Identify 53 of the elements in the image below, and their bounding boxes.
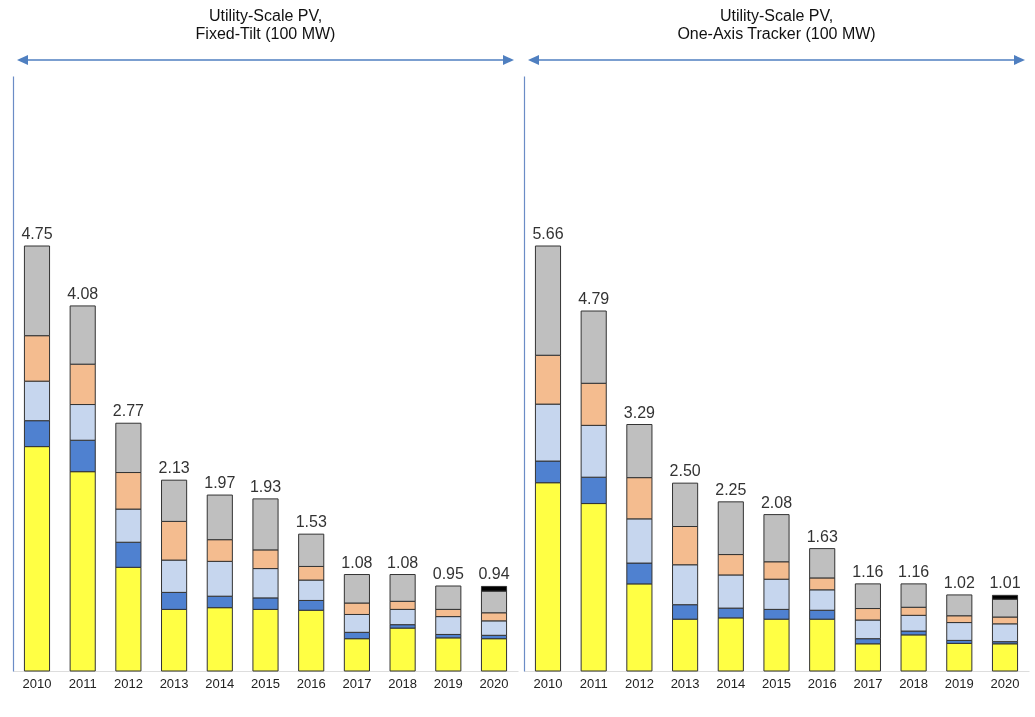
annotation: 5.66: [532, 225, 564, 242]
annotation: 1.02: [943, 573, 975, 591]
x-tick-label: 2014: [716, 675, 746, 691]
bar: [946, 642, 973, 672]
annotation: 2.77: [112, 402, 145, 420]
x-tick-label: 2018: [388, 675, 418, 691]
annotation: 1.97: [204, 474, 236, 492]
annotation: 2.13: [158, 459, 190, 477]
annotation: 1.16: [898, 562, 930, 580]
x-tick-label: 2013: [670, 675, 700, 691]
x-tick-label: 2020: [990, 675, 1020, 691]
annotation: 1.01: [989, 574, 1021, 592]
annotation: 4.79: [578, 290, 610, 308]
chart-title: Utility-Scale PV, One-Axis Tracker (100 MW): [677, 7, 876, 42]
annotation: 1.08: [387, 553, 419, 571]
x-tick-label: 2016: [296, 675, 326, 691]
x-tick-label: 2019: [944, 675, 974, 691]
annotation: 1.63: [806, 527, 838, 545]
x-tick-label: 2011: [68, 675, 97, 691]
bar: [900, 634, 927, 672]
x-tick-label: 2014: [205, 675, 235, 691]
annotation: 1.08: [341, 553, 373, 571]
annotation: 3.29: [623, 403, 656, 421]
annotation: 0.94: [478, 565, 510, 583]
annotation: 1.93: [249, 477, 282, 495]
bar: [991, 643, 1019, 672]
x-tick-label: 2018: [899, 675, 929, 691]
chart-title: Utility-Scale PV, Fixed-Tilt (100 MW): [195, 7, 336, 42]
x-tick-label: 2010: [22, 675, 52, 691]
x-tick-label: 2012: [113, 675, 143, 691]
x-tick-label: 2016: [807, 675, 837, 691]
annotation: 2.08: [760, 493, 793, 511]
x-tick-label: 2019: [433, 675, 463, 691]
x-tick-label: 2017: [853, 675, 883, 691]
annotation: 4.75: [21, 225, 53, 242]
x-tick-label: 2020: [479, 675, 509, 691]
annotation: 2.50: [669, 462, 701, 480]
annotation: 4.08: [67, 284, 99, 302]
x-tick-label: 2015: [251, 675, 280, 691]
x-tick-label: 2017: [342, 675, 372, 691]
x-tick-label: 2010: [533, 675, 563, 691]
x-tick-label: 2011: [579, 675, 608, 691]
bar: [854, 643, 881, 672]
bar: [435, 637, 462, 672]
annotation: 1.16: [852, 562, 884, 580]
bar: [389, 627, 416, 672]
annotation: 0.95: [432, 565, 464, 582]
x-tick-label: 2013: [159, 675, 189, 691]
annotation: 2.25: [715, 480, 747, 498]
bar: [480, 638, 508, 672]
annotation: 1.53: [295, 513, 327, 531]
x-tick-label: 2015: [762, 675, 791, 691]
x-tick-label: 2012: [624, 675, 654, 691]
